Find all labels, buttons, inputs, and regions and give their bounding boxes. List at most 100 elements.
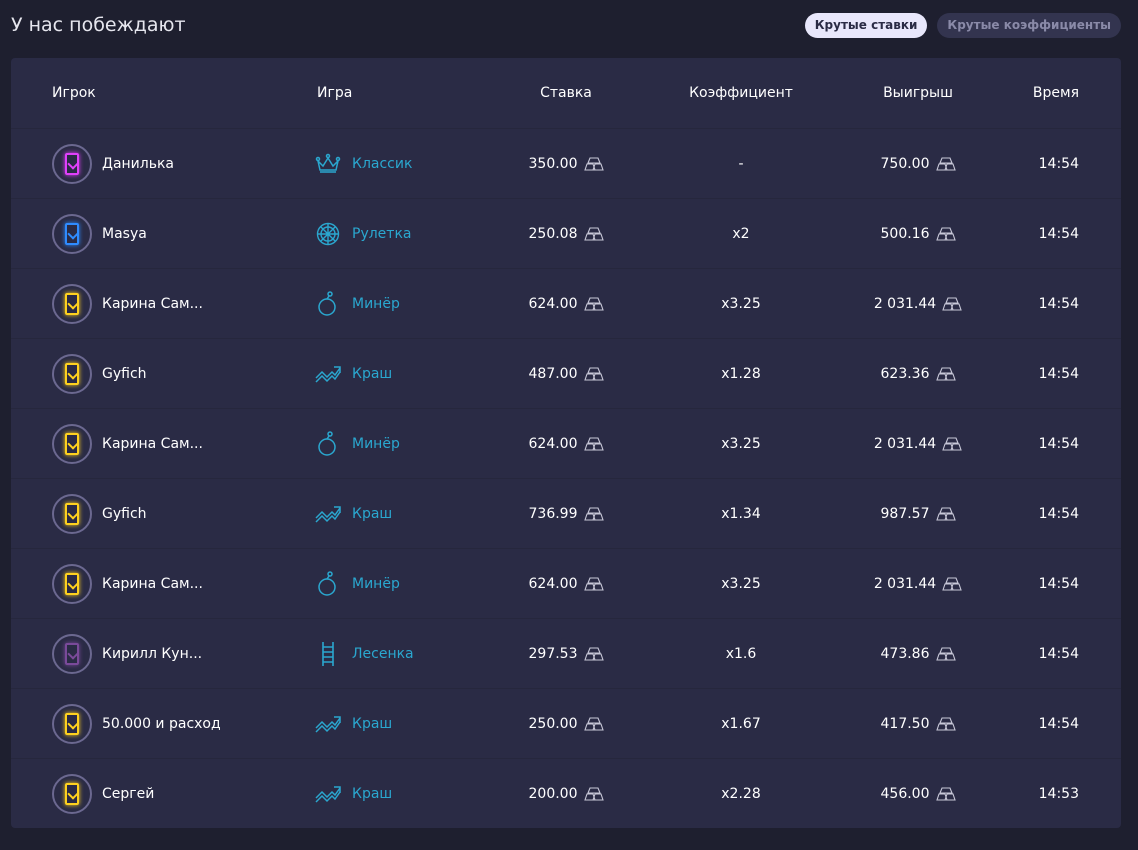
player-cell[interactable]: Данилька <box>52 129 174 199</box>
wheel-icon <box>315 221 341 247</box>
player-cell[interactable]: Карина Сам... <box>52 549 203 619</box>
avatar <box>52 494 92 534</box>
rank-card-icon <box>65 783 79 805</box>
player-cell[interactable]: Карина Сам... <box>52 409 203 479</box>
game-link[interactable]: Краш <box>315 339 392 409</box>
win-amount: 500.16 <box>880 226 930 242</box>
gold-bars-icon <box>583 647 604 661</box>
player-name: Gyfich <box>102 506 147 522</box>
gold-bars-icon <box>935 227 956 241</box>
gold-bars-icon <box>935 787 956 801</box>
col-player: Игрок <box>52 85 96 101</box>
avatar <box>52 424 92 464</box>
crown-icon <box>315 151 341 177</box>
gold-bars-icon <box>583 507 604 521</box>
bet-cell: 297.53 <box>501 619 631 689</box>
win-cell: 500.16 <box>851 199 985 269</box>
game-link[interactable]: Краш <box>315 759 392 829</box>
player-cell[interactable]: Gyfich <box>52 479 147 549</box>
bet-amount: 624.00 <box>528 296 578 312</box>
player-cell[interactable]: Кирилл Кун... <box>52 619 202 689</box>
avatar <box>52 144 92 184</box>
win-amount: 473.86 <box>880 646 930 662</box>
gold-bars-icon <box>942 297 962 311</box>
time-cell: 14:54 <box>1038 716 1079 732</box>
time-cell: 14:54 <box>1038 576 1079 592</box>
bomb-icon <box>315 291 341 317</box>
game-name: Минёр <box>352 296 400 312</box>
table-header: Игрок Игра Ставка Коэффициент Выигрыш Вр… <box>11 58 1121 128</box>
chart-icon <box>315 781 341 807</box>
time-cell: 14:54 <box>1038 646 1079 662</box>
bet-cell: 624.00 <box>501 409 631 479</box>
game-name: Классик <box>352 156 413 172</box>
avatar <box>52 774 92 814</box>
gold-bars-icon <box>583 717 604 731</box>
win-amount: 456.00 <box>880 786 930 802</box>
col-game: Игра <box>317 85 353 101</box>
ladder-icon <box>315 641 341 667</box>
gold-bars-icon <box>583 437 604 451</box>
gold-bars-icon <box>942 577 962 591</box>
table-row: Сергей Краш 200.00 x2.28 456.00 14:53 <box>11 758 1121 828</box>
bet-cell: 487.00 <box>501 339 631 409</box>
win-cell: 473.86 <box>851 619 985 689</box>
game-link[interactable]: Рулетка <box>315 199 411 269</box>
avatar <box>52 704 92 744</box>
filter-tabs: Крутые ставки Крутые коэффициенты <box>804 13 1121 38</box>
win-amount: 987.57 <box>880 506 930 522</box>
tab-top-coefficients[interactable]: Крутые коэффициенты <box>937 13 1121 38</box>
win-cell: 2 031.44 <box>851 269 985 339</box>
game-link[interactable]: Минёр <box>315 549 400 619</box>
player-name: 50.000 и расход <box>102 716 221 732</box>
bet-amount: 350.00 <box>528 156 578 172</box>
win-cell: 456.00 <box>851 759 985 829</box>
coef-cell: x1.28 <box>721 366 761 382</box>
coef-cell: - <box>738 156 744 172</box>
table-row: Gyfich Краш 487.00 x1.28 623.36 14:54 <box>11 338 1121 408</box>
win-amount: 750.00 <box>880 156 930 172</box>
gold-bars-icon <box>935 647 956 661</box>
win-cell: 2 031.44 <box>851 549 985 619</box>
bet-amount: 624.00 <box>528 436 578 452</box>
tab-top-bets[interactable]: Крутые ставки <box>804 13 928 38</box>
player-name: Gyfich <box>102 366 147 382</box>
time-cell: 14:54 <box>1038 156 1079 172</box>
player-cell[interactable]: Gyfich <box>52 339 147 409</box>
player-cell[interactable]: 50.000 и расход <box>52 689 221 759</box>
player-name: Masya <box>102 226 147 242</box>
win-cell: 750.00 <box>851 129 985 199</box>
avatar <box>52 354 92 394</box>
game-link[interactable]: Краш <box>315 479 392 549</box>
game-link[interactable]: Минёр <box>315 269 400 339</box>
time-cell: 14:54 <box>1038 296 1079 312</box>
win-cell: 987.57 <box>851 479 985 549</box>
win-amount: 417.50 <box>880 716 930 732</box>
chart-icon <box>315 711 341 737</box>
game-link[interactable]: Краш <box>315 689 392 759</box>
coef-cell: x3.25 <box>721 296 761 312</box>
gold-bars-icon <box>583 227 604 241</box>
page-title: У нас побеждают <box>11 14 186 36</box>
game-name: Лесенка <box>352 646 414 662</box>
game-link[interactable]: Классик <box>315 129 412 199</box>
game-link[interactable]: Минёр <box>315 409 400 479</box>
gold-bars-icon <box>583 157 604 171</box>
time-cell: 14:54 <box>1038 226 1079 242</box>
col-time: Время <box>1032 85 1079 101</box>
player-cell[interactable]: Карина Сам... <box>52 269 203 339</box>
game-link[interactable]: Лесенка <box>315 619 414 689</box>
player-cell[interactable]: Сергей <box>52 759 154 829</box>
bet-amount: 297.53 <box>528 646 578 662</box>
gold-bars-icon <box>935 507 956 521</box>
player-name: Сергей <box>102 786 155 802</box>
bet-cell: 736.99 <box>501 479 631 549</box>
rank-card-icon <box>65 433 79 455</box>
bet-cell: 250.00 <box>501 689 631 759</box>
bet-cell: 250.08 <box>501 199 631 269</box>
bet-amount: 250.00 <box>528 716 578 732</box>
time-cell: 14:54 <box>1038 436 1079 452</box>
player-cell[interactable]: Masya <box>52 199 147 269</box>
win-cell: 2 031.44 <box>851 409 985 479</box>
gold-bars-icon <box>935 157 956 171</box>
